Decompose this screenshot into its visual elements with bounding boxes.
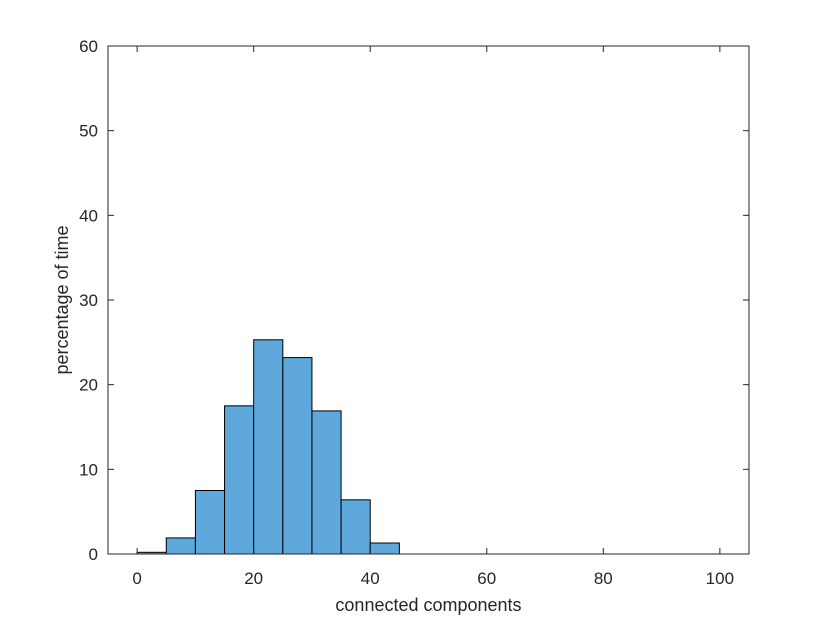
x-tick-label: 0	[132, 569, 141, 588]
x-tick-label: 40	[361, 569, 380, 588]
y-tick-label: 50	[79, 122, 98, 141]
histogram-bars	[136, 339, 400, 555]
y-tick-label: 30	[79, 291, 98, 310]
x-axis-ticks: 0 20 40 60 80 100	[132, 46, 734, 588]
y-axis-ticks: 0 10 20 30 40 50 60	[79, 37, 749, 564]
x-tick-label: 60	[477, 569, 496, 588]
histogram-bar	[340, 499, 371, 555]
histogram-bar	[282, 357, 313, 555]
x-tick-label: 100	[706, 569, 734, 588]
x-tick-label: 80	[594, 569, 613, 588]
histogram-bar	[165, 537, 196, 555]
x-tick-label: 20	[244, 569, 263, 588]
x-axis-label: connected components	[335, 595, 521, 615]
histogram-bar	[194, 490, 226, 555]
y-tick-label: 60	[79, 37, 98, 56]
histogram-bar	[369, 542, 400, 555]
histogram-bar	[253, 339, 284, 555]
y-tick-label: 20	[79, 376, 98, 395]
y-tick-label: 40	[79, 206, 98, 225]
histogram-bar	[224, 405, 255, 555]
histogram-bar	[311, 410, 342, 555]
y-tick-label: 10	[79, 460, 98, 479]
y-axis-label: percentage of time	[52, 225, 72, 374]
y-tick-label: 0	[89, 545, 98, 564]
